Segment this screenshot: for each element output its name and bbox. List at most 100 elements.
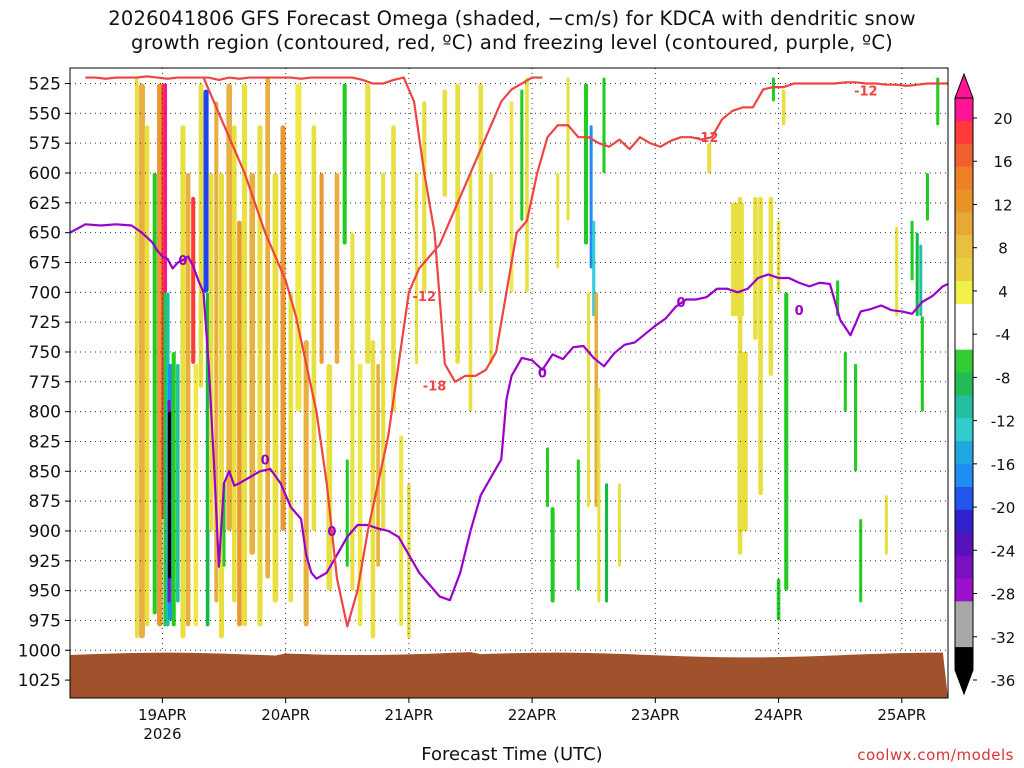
colorbar-label: -8 <box>996 369 1011 387</box>
colorbar-swatch <box>955 578 973 602</box>
y-tick-label: 850 <box>29 462 61 482</box>
omega-shade <box>342 83 347 245</box>
omega-shade <box>550 507 555 603</box>
omega-shade <box>920 316 924 412</box>
x-tick-label: 20APR <box>261 706 310 724</box>
omega-shade <box>191 196 196 364</box>
omega-shade <box>152 173 157 615</box>
omega-shade <box>594 292 599 508</box>
plot-frame <box>69 67 949 699</box>
y-tick-label: 1000 <box>18 641 61 661</box>
omega-shade <box>157 83 163 627</box>
omega-shade <box>376 363 380 567</box>
colorbar-swatch <box>955 418 973 442</box>
x-tick-label: 24APR <box>754 706 803 724</box>
omega-shade <box>936 77 940 126</box>
colorbar-label: -32 <box>991 629 1016 647</box>
y-tick-label: 800 <box>29 403 61 423</box>
omega-shade <box>768 196 774 376</box>
omega-shade <box>489 173 493 364</box>
y-tick-label: 825 <box>29 432 61 452</box>
omega-shade <box>208 173 214 531</box>
y-tick-label: 750 <box>29 343 61 363</box>
x-tick-label: 22APR <box>508 706 557 724</box>
omega-shade <box>597 387 601 603</box>
omega-shade <box>272 173 279 603</box>
colorbar-top-arrow <box>954 72 974 99</box>
y-tick-label: 700 <box>29 283 61 303</box>
colorbar-swatch <box>955 281 973 305</box>
omega-shade <box>884 495 888 555</box>
omega-shade <box>365 83 371 364</box>
omega-shade <box>288 292 294 603</box>
omega-shade <box>265 77 270 579</box>
colorbar-swatch <box>955 303 973 328</box>
y-tick-label: 1025 <box>18 671 61 691</box>
omega-shade <box>295 83 302 412</box>
omega-shade <box>280 125 286 531</box>
y-tick-label: 650 <box>29 224 61 244</box>
omega-shade <box>776 578 781 621</box>
omega-shade <box>758 196 763 496</box>
contour-layer: 0 0 0 0 0 0 -12 -18 -12 -12 <box>70 75 948 628</box>
omega-shade <box>583 83 589 245</box>
colorbar-swatch <box>955 441 973 465</box>
omega-shade <box>915 232 919 317</box>
y-tick-label: 925 <box>29 552 61 572</box>
freezing-level-label: 0 <box>676 296 685 311</box>
chart-title-line-2: growth region (contoured, red, ºC) and f… <box>131 31 893 54</box>
omega-shade <box>171 351 176 627</box>
omega-shade <box>138 83 145 639</box>
omega-shade <box>134 77 139 639</box>
omega-shade <box>455 83 460 364</box>
omega-shade <box>422 101 427 293</box>
omega-shade <box>556 173 560 269</box>
omega-shade <box>237 220 242 627</box>
freezing-level-label: 0 <box>795 304 804 319</box>
axis-layer: 525 550 575 600 625 650 675 700 725 750 775 800 825 8… <box>18 75 926 743</box>
y-tick-label: 900 <box>29 522 61 542</box>
y-tick-label: 875 <box>29 492 61 512</box>
colorbar-label: -16 <box>991 456 1016 474</box>
y-tick-label: 600 <box>29 164 61 184</box>
colorbar-label: -36 <box>991 672 1016 690</box>
freezing-level-label: 0 <box>261 453 270 468</box>
omega-shade <box>357 363 363 627</box>
terrain-fill <box>70 652 948 698</box>
colorbar-label: 8 <box>998 240 1008 258</box>
colorbar-swatch <box>955 395 973 419</box>
colorbar-label: 12 <box>993 196 1012 214</box>
colorbar-swatch <box>955 372 973 396</box>
y-tick-label: 725 <box>29 313 61 333</box>
omega-shade <box>617 483 621 567</box>
omega-shade <box>370 340 376 639</box>
colorbar-swatch <box>955 647 973 671</box>
omega-shade <box>566 77 570 221</box>
y-tick-label: 550 <box>29 104 61 124</box>
snow-growth-label: -12 <box>413 290 437 305</box>
colorbar-label: 20 <box>993 110 1012 128</box>
snow-growth-label: -12 <box>854 85 878 100</box>
omega-shade <box>525 77 529 293</box>
snow-growth-contour <box>85 75 948 383</box>
omega-shade <box>771 77 775 102</box>
snow-growth-label: -12 <box>695 131 719 146</box>
x-tick-label: 25APR <box>877 706 926 724</box>
omega-shade <box>415 173 419 364</box>
colorbar-swatch <box>955 326 973 351</box>
omega-shade <box>605 483 609 603</box>
omega-shade <box>176 363 180 603</box>
credit-link[interactable]: coolwx.com/models <box>857 746 1014 764</box>
omega-shade <box>193 363 199 627</box>
colorbar-swatch <box>955 212 973 236</box>
omega-shade <box>168 411 172 579</box>
omega-shade <box>784 292 789 591</box>
omega-shade <box>350 232 355 591</box>
y-tick-label: 525 <box>29 75 61 95</box>
colorbar-swatch <box>955 98 973 122</box>
freezing-level-label: 0 <box>327 525 336 540</box>
omega-shade <box>381 173 386 531</box>
chart-title-line-1: 2026041806 GFS Forecast Omega (shaded, −… <box>108 7 916 30</box>
colorbar-frame <box>954 97 974 671</box>
